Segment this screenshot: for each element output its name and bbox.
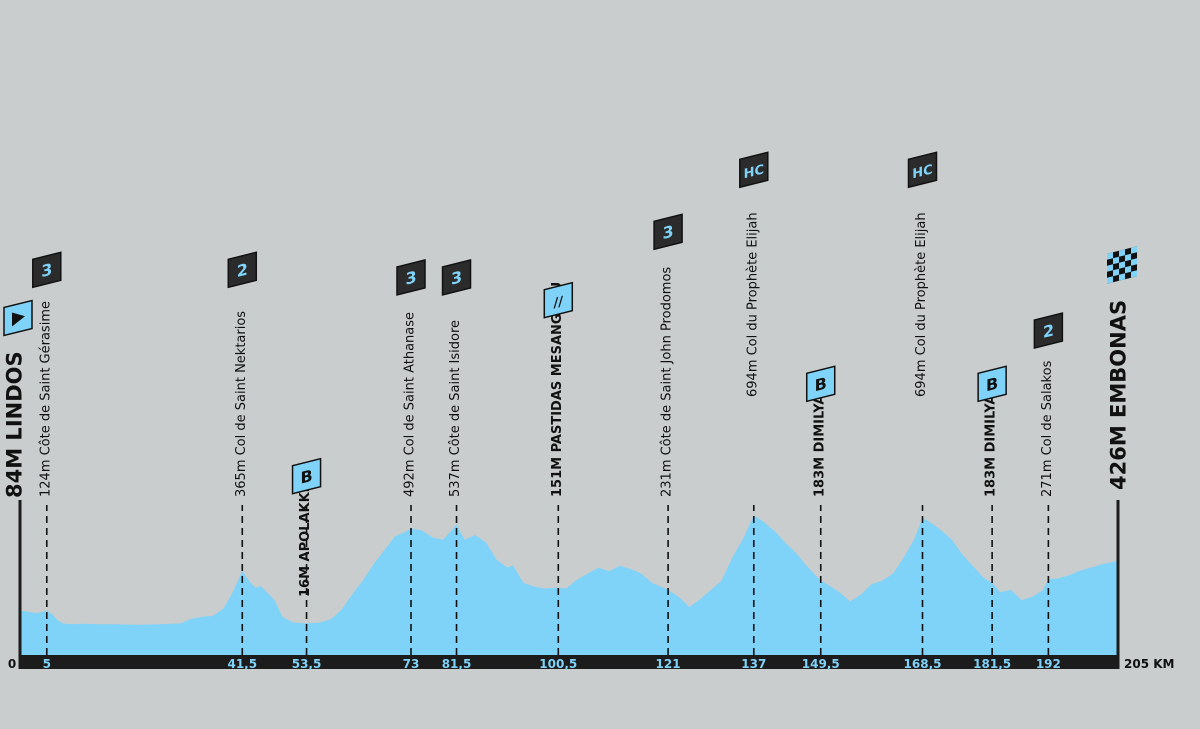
checker-square xyxy=(1131,258,1137,266)
x-tick-label: 192 xyxy=(1036,657,1061,671)
checker-square xyxy=(1131,246,1137,254)
x-tick-label: 205 KM xyxy=(1124,657,1174,671)
checker-square xyxy=(1107,252,1113,260)
badge-text: 3 xyxy=(41,260,52,281)
x-tick-label: 81,5 xyxy=(442,657,472,671)
climb-badge: 3 xyxy=(653,213,683,251)
badge-text: HC xyxy=(744,162,764,182)
play-triangle xyxy=(12,312,25,327)
sprint-badge: // xyxy=(543,281,574,319)
checker-square xyxy=(1107,264,1113,272)
waypoint-label: 183M DIMILYA xyxy=(812,395,827,498)
bonus-badge: B xyxy=(291,457,322,495)
climb-badge: 3 xyxy=(32,251,62,289)
waypoint-label: 271m Col de Salakos xyxy=(1040,360,1055,497)
badge-box xyxy=(739,151,769,189)
badge-text: 2 xyxy=(1043,320,1054,341)
climb-badge: 2 xyxy=(1033,312,1064,350)
checker-square xyxy=(1107,276,1113,284)
x-tick-label: 41,5 xyxy=(227,657,257,671)
checker-square xyxy=(1125,265,1131,274)
climb-badge: 3 xyxy=(441,258,472,296)
badge-box xyxy=(441,258,472,296)
badge-text: B xyxy=(986,374,998,396)
waypoint-label: 124m Côte de Saint Gérasime xyxy=(38,301,53,497)
waypoint-label: 365m Col de Saint Nektarios xyxy=(234,311,249,497)
waypoint-label: 231m Côte de Saint John Prodomos xyxy=(660,267,675,497)
waypoint-label: 537m Côte de Saint Isidore xyxy=(448,320,463,497)
badge-box xyxy=(32,251,62,289)
x-tick-label: 0 xyxy=(8,657,16,671)
x-tick-label: 100,5 xyxy=(539,657,577,671)
badge-text: B xyxy=(300,466,312,488)
climb-badge: 3 xyxy=(396,258,426,296)
badge-box xyxy=(653,213,683,251)
start-label: 84M LINDOS xyxy=(2,351,26,498)
badge-text: 2 xyxy=(237,260,248,281)
badge-text: B xyxy=(815,374,827,396)
checker-square xyxy=(1119,273,1125,281)
waypoint-label: 183M DIMILYA xyxy=(984,395,999,498)
checkered-flag-icon xyxy=(1107,246,1137,284)
x-tick-label: 121 xyxy=(656,657,681,671)
badge-box xyxy=(291,457,322,495)
badge-text: 3 xyxy=(663,222,674,243)
climb-badge: HC xyxy=(739,151,769,189)
checker-square xyxy=(1119,261,1125,269)
badge-box xyxy=(907,151,938,189)
x-tick-label: 181,5 xyxy=(973,657,1011,671)
finish-label: 426M EMBONAS xyxy=(1106,300,1130,490)
bonus-badge: B xyxy=(977,365,1007,403)
waypoint-label: 492m Col de Saint Athanase xyxy=(403,312,418,497)
x-tick-label: 53,5 xyxy=(292,657,322,671)
badge-box xyxy=(396,258,426,296)
x-axis-bar xyxy=(20,655,1118,669)
checker-square xyxy=(1119,249,1125,257)
x-tick-label: 137 xyxy=(741,657,766,671)
waypoint-label: 151M PASTIDAS MESANGROU xyxy=(550,282,565,497)
badge-text: 3 xyxy=(405,267,416,288)
badge-text: HC xyxy=(912,162,932,182)
climb-badge: HC xyxy=(907,151,938,189)
badge-text: 3 xyxy=(451,267,462,288)
waypoint-label: 16M APOLAKKIA xyxy=(298,477,313,597)
elevation-area xyxy=(20,515,1118,655)
checker-square xyxy=(1131,270,1137,278)
badge-box xyxy=(977,365,1007,403)
waypoint-label: 694m Col du Prophète Elijah xyxy=(914,212,929,397)
x-tick-label: 73 xyxy=(403,657,420,671)
badge-text: // xyxy=(554,294,564,311)
badge-box xyxy=(1033,312,1064,350)
climb-badge: 2 xyxy=(227,251,258,289)
badge-box xyxy=(227,251,258,289)
checker-square xyxy=(1125,253,1131,262)
waypoint-label: 694m Col du Prophète Elijah xyxy=(745,212,760,397)
bonus-badge: B xyxy=(805,365,836,403)
checker-square xyxy=(1113,256,1119,265)
badge-box xyxy=(805,365,836,403)
badge-box xyxy=(543,281,574,319)
x-tick-label: 5 xyxy=(43,657,51,671)
start-flag-icon xyxy=(3,299,33,337)
x-tick-label: 168,5 xyxy=(904,657,942,671)
x-tick-label: 149,5 xyxy=(802,657,840,671)
checker-square xyxy=(1113,268,1119,277)
